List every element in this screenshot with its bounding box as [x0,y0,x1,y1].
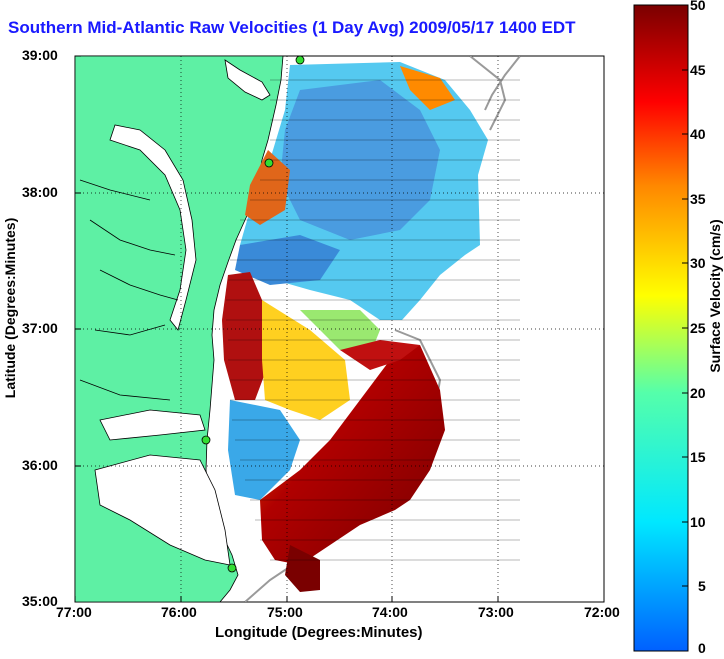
x-tick-label: 72:00 [584,604,620,620]
x-tick-label: 73:00 [478,604,514,620]
x-tick-label: 74:00 [372,604,408,620]
colorbar-tick-label: 0 [698,640,706,656]
chesapeake-bay [109,124,197,331]
y-tick-label: 36:00 [22,457,58,473]
y-tick-label: 37:00 [22,320,58,336]
velocity-vectors [226,79,520,561]
rivers [79,179,179,401]
radar-stations [201,56,305,573]
colorbar-tick-label: 30 [690,255,706,271]
x-tick-label: 75:00 [267,604,303,620]
station-marker [201,435,211,445]
y-tick-label: 38:00 [22,184,58,200]
map-title: Southern Mid-Atlantic Raw Velocities (1 … [8,18,576,37]
colorbar-tick-label: 45 [690,62,706,78]
y-tick-label: 39:00 [22,47,58,63]
colorbar-tick-label: 35 [690,191,706,207]
colorbar-tick-label: 50 [690,0,706,13]
colorbar-tick-label: 10 [690,514,706,530]
colorbar [633,4,689,652]
delaware-bay [224,59,271,101]
colorbar-tick-marks [682,4,688,652]
x-tick-label: 77:00 [56,604,92,620]
y-tick-label: 35:00 [22,593,58,609]
station-marker [227,563,237,573]
colorbar-tick-label: 20 [690,385,706,401]
colorbar-tick-label: 15 [690,449,706,465]
axis-tick-marks [74,55,605,602]
x-axis-label: Longitude (Degrees:Minutes) [215,624,423,641]
albemarle-sound [99,409,206,441]
station-marker [295,56,305,65]
y-axis-label: Latitude (Degrees:Minutes) [2,217,18,399]
station-marker [264,158,274,168]
velocity-field [222,62,520,592]
colorbar-label: Surface Velocity (cm/s) [707,219,723,373]
colorbar-tick-label: 40 [690,126,706,142]
colorbar-tick-label: 25 [690,320,706,336]
x-tick-label: 76:00 [161,604,197,620]
colorbar-tick-label: 5 [698,578,706,594]
grid-lines [75,56,604,602]
